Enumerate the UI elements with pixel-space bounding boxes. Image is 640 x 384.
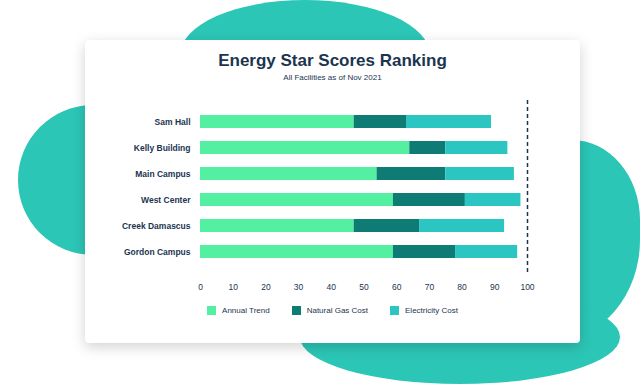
svg-text:40: 40 — [327, 282, 337, 292]
svg-text:80: 80 — [457, 282, 467, 292]
html-text:Electricity Cost: Electricity Cost — [405, 306, 458, 315]
html-text:All Facilities as of Nov 2021: All Facilities as of Nov 2021 — [283, 73, 382, 82]
svg-text:20: 20 — [261, 282, 271, 292]
svg-text:70: 70 — [425, 282, 435, 292]
svg-text:Kelly Building: Kelly Building — [134, 143, 191, 153]
svg-text:Sam Hall: Sam Hall — [155, 117, 191, 127]
svg-text:Main Campus: Main Campus — [135, 169, 191, 179]
svg-text:West Center: West Center — [141, 195, 191, 205]
svg-text:30: 30 — [294, 282, 304, 292]
svg-text:60: 60 — [392, 282, 402, 292]
svg-text:10: 10 — [228, 282, 238, 292]
html-text:Natural Gas Cost: Natural Gas Cost — [306, 306, 368, 315]
html-text:Energy Star Scores Ranking: Energy Star Scores Ranking — [218, 51, 447, 70]
html-text:Annual Trend: Annual Trend — [222, 306, 270, 315]
svg-text:0: 0 — [198, 282, 203, 292]
svg-text:Gordon Campus: Gordon Campus — [124, 247, 191, 257]
svg-text:90: 90 — [490, 282, 500, 292]
svg-text:100: 100 — [520, 282, 534, 292]
svg-text:Creek Damascus: Creek Damascus — [122, 221, 191, 231]
svg-text:50: 50 — [359, 282, 369, 292]
